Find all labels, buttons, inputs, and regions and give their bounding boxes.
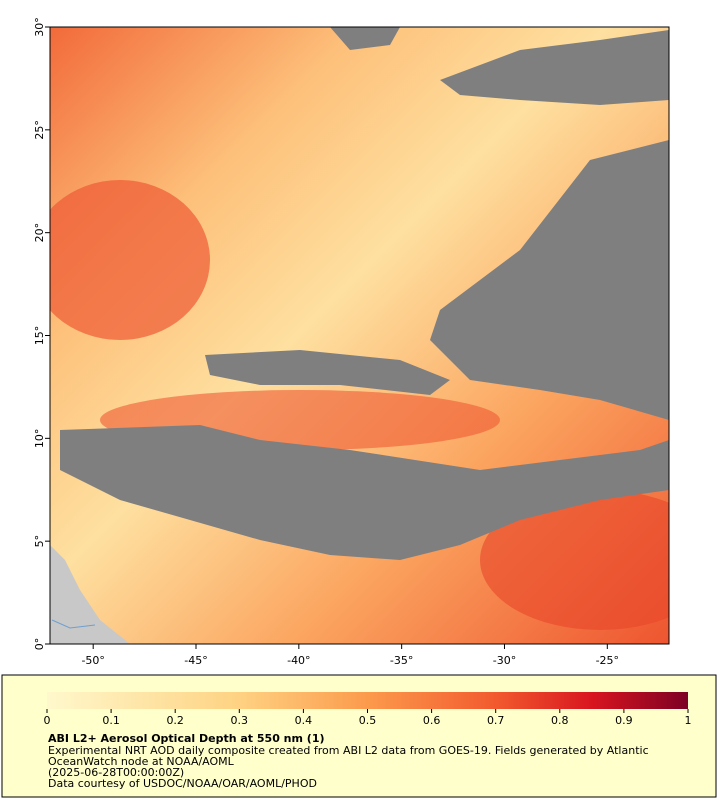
y-tick-label: 15° xyxy=(33,326,46,346)
colorbar-tick-label: 0.5 xyxy=(359,714,377,727)
y-tick-label: 25° xyxy=(33,120,46,140)
y-tick-label: 30° xyxy=(33,17,46,37)
x-tick-label: -50° xyxy=(81,654,104,667)
colorbar xyxy=(47,692,688,709)
colorbar-tick-label: 0.8 xyxy=(551,714,569,727)
colorbar-tick-label: 1 xyxy=(685,714,692,727)
x-tick-label: -25° xyxy=(596,654,619,667)
colorbar-tick-label: 0.9 xyxy=(615,714,633,727)
legend-line: Experimental NRT AOD daily composite cre… xyxy=(48,744,649,757)
x-tick-label: -35° xyxy=(390,654,413,667)
colorbar-tick-label: 0.3 xyxy=(231,714,249,727)
colorbar-tick-label: 0 xyxy=(44,714,51,727)
x-tick-label: -40° xyxy=(287,654,310,667)
legend-title: ABI L2+ Aerosol Optical Depth at 550 nm … xyxy=(48,732,325,745)
legend-line: (2025-06-28T00:00:00Z) xyxy=(48,766,184,779)
colorbar-tick-label: 0.6 xyxy=(423,714,441,727)
y-tick-label: 0° xyxy=(33,638,46,651)
legend-line: Data courtesy of USDOC/NOAA/OAR/AOML/PHO… xyxy=(48,777,317,790)
y-tick-label: 10° xyxy=(33,429,46,449)
colorbar-tick-label: 0.2 xyxy=(166,714,184,727)
colorbar-tick-label: 0.4 xyxy=(295,714,313,727)
colorbar-tick-label: 0.7 xyxy=(487,714,505,727)
y-tick-label: 5° xyxy=(33,535,46,548)
x-tick-label: -45° xyxy=(184,654,207,667)
colorbar-tick-label: 0.1 xyxy=(102,714,120,727)
aod-field xyxy=(50,27,669,644)
legend-line: OceanWatch node at NOAA/AOML xyxy=(48,755,235,768)
y-tick-label: 20° xyxy=(33,223,46,243)
x-tick-label: -30° xyxy=(493,654,516,667)
